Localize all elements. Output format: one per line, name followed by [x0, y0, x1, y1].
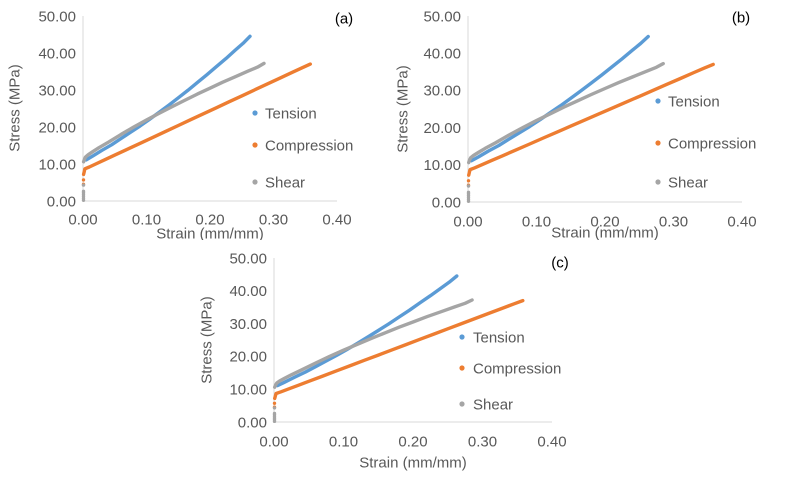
- shear-line: [272, 298, 474, 389]
- x-axis-title: Strain (mm/mm): [156, 225, 264, 240]
- x-tick-label: 0.40: [322, 211, 351, 228]
- shear-zero-point: [272, 406, 277, 410]
- x-tick-label: 0.30: [468, 433, 497, 450]
- y-tick-label: 40.00: [38, 45, 76, 62]
- panel-label-a: (a): [335, 10, 353, 27]
- legend-label-tension: Tension: [668, 93, 720, 110]
- legend-marker-tension: [252, 110, 258, 116]
- tension-line: [84, 34, 252, 162]
- legend-marker-compression: [252, 142, 258, 148]
- compression-zero-point: [272, 401, 277, 406]
- y-tick-label: 40.00: [229, 283, 267, 300]
- legend-label-compression: Compression: [265, 137, 353, 154]
- shear-zero-point: [466, 190, 471, 195]
- legend-marker-shear: [655, 179, 661, 185]
- y-axis-title: Stress (MPa): [198, 296, 215, 384]
- x-tick-label: 0.20: [195, 211, 224, 228]
- y-tick-label: 30.00: [38, 82, 76, 99]
- legend-marker-tension: [459, 334, 465, 340]
- x-tick-label: 0.30: [259, 211, 288, 228]
- x-tick-label: 0.10: [329, 433, 358, 450]
- y-tick-label: 20.00: [38, 119, 76, 136]
- chart-canvas-c: 0.00 10.00 20.00 30.00 40.00 50.00 0.00 0.10 0.2…: [198, 250, 569, 471]
- legend-marker-shear: [252, 179, 258, 185]
- legend-label-shear: Shear: [265, 174, 305, 191]
- shear-zero-point: [81, 189, 86, 194]
- panel-label-b: (b): [732, 9, 750, 26]
- shear-zero-point: [81, 183, 86, 187]
- chart-panel-c: 0.00 10.00 20.00 30.00 40.00 50.00 0.00 0.10 0.2…: [180, 240, 600, 478]
- y-tick-label: 50.00: [423, 8, 461, 25]
- y-axis-title: Stress (MPa): [6, 64, 23, 152]
- chart-canvas-a: 0.00 10.00 20.00 30.00 40.00 50.00 0.00 0.10 0.2…: [6, 8, 353, 240]
- legend-marker-compression: [655, 140, 661, 146]
- legend-label-compression: Compression: [473, 360, 561, 377]
- legend-marker-compression: [459, 365, 465, 371]
- x-tick-label: 0.20: [398, 433, 427, 450]
- x-tick-label: 0.30: [659, 213, 688, 230]
- x-axis-title: Strain (mm/mm): [359, 454, 467, 471]
- compression-line: [272, 298, 525, 401]
- y-tick-label: 20.00: [229, 349, 267, 366]
- y-tick-label: 40.00: [423, 45, 461, 62]
- compression-line: [81, 62, 312, 177]
- y-tick-label: 10.00: [423, 157, 461, 174]
- compression-line: [466, 62, 715, 177]
- compression-zero-point: [81, 178, 86, 182]
- y-tick-label: 50.00: [38, 8, 76, 25]
- x-tick-label: 0.00: [68, 211, 97, 228]
- y-tick-label: 0.00: [47, 193, 76, 210]
- chart-panel-b: 0.00 10.00 20.00 30.00 40.00 50.00 0.00 0.10 0.2…: [388, 0, 800, 240]
- y-tick-label: 0.00: [432, 194, 461, 211]
- y-tick-label: 20.00: [423, 120, 461, 137]
- x-tick-label: 0.40: [537, 433, 566, 450]
- tension-line: [275, 274, 459, 388]
- x-tick-label: 0.20: [590, 213, 619, 230]
- x-tick-label: 0.40: [727, 213, 756, 230]
- y-axis-title: Stress (MPa): [394, 65, 411, 153]
- legend-label-shear: Shear: [473, 396, 513, 413]
- y-tick-label: 50.00: [229, 250, 267, 267]
- chart-panel-a: 0.00 10.00 20.00 30.00 40.00 50.00 0.00 0.10 0.2…: [0, 0, 400, 240]
- shear-zero-point: [272, 411, 277, 416]
- y-tick-label: 0.00: [238, 414, 267, 431]
- x-tick-label: 0.00: [453, 213, 482, 230]
- shear-zero-point: [466, 184, 471, 188]
- y-tick-label: 30.00: [423, 83, 461, 100]
- x-tick-label: 0.10: [132, 211, 161, 228]
- y-tick-label: 10.00: [38, 156, 76, 173]
- x-tick-label: 0.10: [522, 213, 551, 230]
- legend-label-tension: Tension: [265, 105, 317, 122]
- tension-line: [469, 34, 650, 163]
- legend-label-compression: Compression: [668, 135, 756, 152]
- shear-line: [81, 61, 266, 164]
- chart-canvas-b: 0.00 10.00 20.00 30.00 40.00 50.00 0.00 0.10 0.2…: [394, 8, 756, 240]
- y-tick-label: 30.00: [229, 316, 267, 333]
- y-tick-label: 10.00: [229, 381, 267, 398]
- x-axis-title: Strain (mm/mm): [551, 224, 659, 240]
- legend-marker-shear: [459, 401, 465, 407]
- compression-zero-point: [466, 179, 471, 183]
- legend-label-shear: Shear: [668, 174, 708, 191]
- x-tick-label: 0.00: [259, 433, 288, 450]
- shear-line: [466, 61, 665, 165]
- panel-label-c: (c): [551, 254, 569, 271]
- legend-marker-tension: [655, 98, 661, 104]
- legend-label-tension: Tension: [473, 329, 525, 346]
